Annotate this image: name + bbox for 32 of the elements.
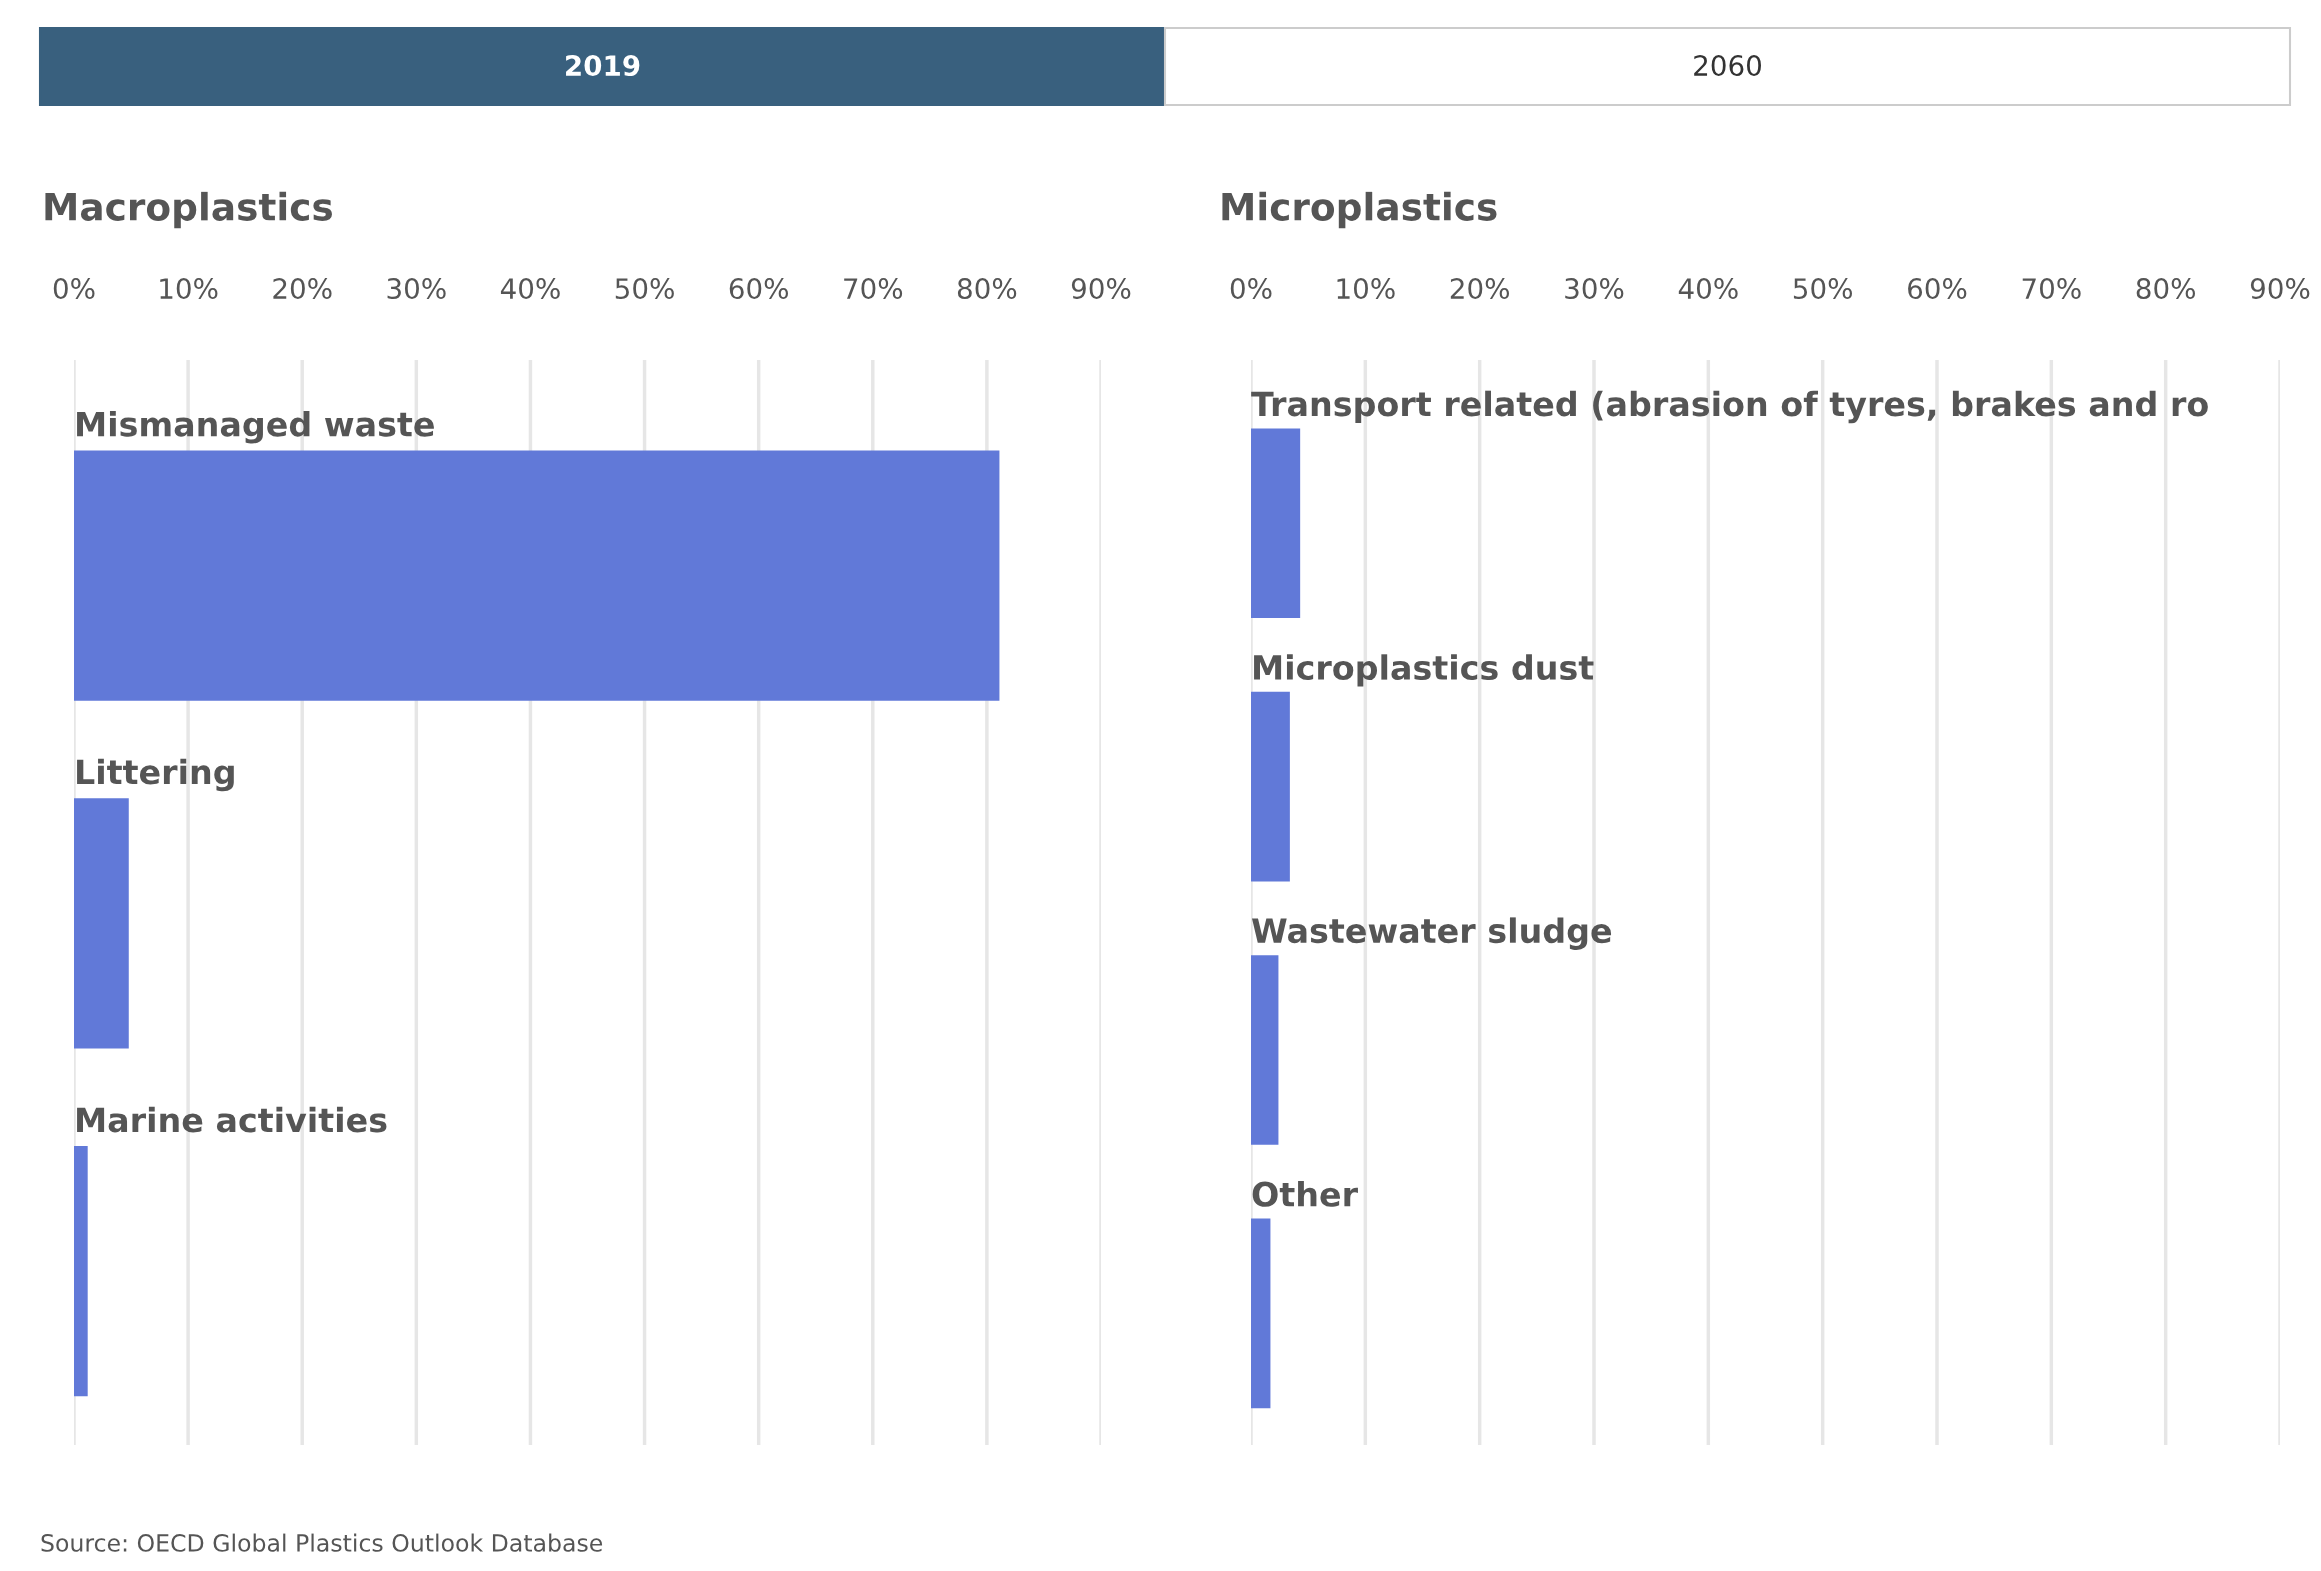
x-tick-label: 90%: [1071, 278, 1131, 300]
chart-title: Microplastics: [1222, 191, 1497, 229]
y-tick-label: Marine activities: [77, 1106, 387, 1133]
x-tick-label: 90%: [2250, 278, 2310, 300]
y-tick-label: Mismanaged waste: [77, 410, 434, 444]
x-tick-label: 70%: [844, 278, 903, 300]
y-tick-label: Other: [1252, 1180, 1358, 1207]
x-tick-label: 30%: [1565, 278, 1624, 300]
x-tick-label: 60%: [729, 278, 788, 300]
y-tick-label: Microplastics dust: [1254, 654, 1594, 687]
x-tick-label: 20%: [273, 278, 332, 300]
x-tick-label: 50%: [615, 278, 674, 300]
x-tick-label: 10%: [160, 278, 218, 300]
x-tick-label: 50%: [1793, 278, 1852, 300]
x-tick-label: 30%: [387, 278, 446, 300]
x-tick-label: 40%: [500, 278, 560, 300]
x-tick-label: 80%: [957, 278, 1017, 300]
x-tick-label: 10%: [1337, 278, 1395, 300]
text: 2019: [566, 55, 640, 77]
source-note: Source: OECD Global Plastics Outlook Database: [41, 1533, 603, 1552]
x-tick-label: 40%: [1678, 278, 1738, 300]
x-tick-label: 70%: [2022, 278, 2081, 300]
x-tick-label: 80%: [2136, 278, 2195, 300]
y-tick-label: Wastewater sludge: [1251, 917, 1612, 950]
x-tick-label: 0%: [1230, 278, 1272, 300]
x-tick-label: 60%: [1908, 278, 1967, 300]
text: 2060: [1694, 55, 1761, 77]
y-tick-label: Transport related (abrasion of tyres, brakes and ro: [1251, 390, 2208, 424]
y-tick-label: Littering: [77, 758, 234, 792]
chart-title: Macroplastics: [45, 191, 332, 229]
x-tick-label: 20%: [1450, 278, 1509, 300]
x-tick-label: 0%: [53, 278, 95, 300]
